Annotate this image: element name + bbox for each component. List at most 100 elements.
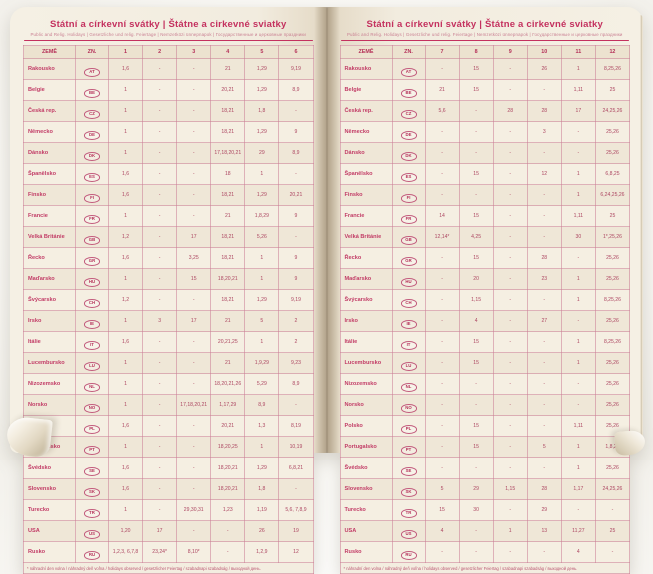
holiday-dates-cell: 15	[458, 163, 494, 186]
country-code-badge: FI	[400, 194, 417, 203]
country-name: Rakousko	[23, 58, 76, 81]
holiday-dates-cell: 1	[107, 352, 144, 375]
holiday-dates-cell: 18,21	[210, 100, 246, 123]
holiday-dates-cell: 1	[560, 457, 596, 480]
holiday-dates-cell: 8,9	[244, 394, 280, 417]
country-row: USA US 4-1 13 11,27 25	[339, 520, 631, 543]
holiday-dates-cell: -	[526, 394, 562, 417]
holiday-dates-cell: 18,20,21,26	[210, 373, 246, 396]
country-code-cell: HU	[391, 268, 426, 291]
country-code-badge: US	[84, 530, 100, 539]
country-code-cell: TR	[75, 499, 109, 522]
country-name: Norsko	[23, 394, 76, 417]
holiday-dates-cell: -	[492, 541, 528, 564]
holiday-dates-cell: 1	[244, 436, 280, 459]
country-code-cell: RU	[391, 541, 426, 564]
country-code-badge: ES	[400, 173, 417, 182]
column-header: ZEMĚ	[23, 45, 76, 60]
country-code-cell: IE	[75, 310, 109, 333]
country-name: Belgie	[23, 79, 76, 102]
holiday-dates-cell: 12	[278, 541, 314, 564]
country-name: Rusko	[339, 541, 393, 564]
country-name: Polsko	[339, 415, 393, 438]
holiday-dates-cell: 5,26	[244, 226, 280, 249]
left-page: Státní a církevní svátky | Štátne a cirk…	[5, 7, 327, 574]
country-name: Nizozemsko	[339, 373, 393, 396]
holiday-dates-cell: 15	[424, 499, 460, 522]
holiday-dates-cell: -	[492, 184, 528, 207]
holiday-dates-cell: 25	[594, 205, 631, 228]
country-name: Turecko	[339, 499, 393, 522]
country-name: Španělsko	[339, 163, 393, 186]
country-code-cell: BE	[391, 79, 426, 102]
country-name: Francie	[23, 205, 76, 228]
country-row: Řecko GR -15-28-25,26	[339, 247, 631, 270]
country-name: Velká Británie	[23, 226, 76, 249]
country-code-badge: IE	[84, 320, 100, 329]
holiday-dates-cell: -	[142, 163, 178, 186]
holiday-dates-cell: -	[142, 247, 178, 270]
country-row: Španělsko ES 1,6- -18 1-	[23, 163, 314, 186]
country-row: Norsko NO 1-17,18,20,21 1,17,29 8,9-	[23, 394, 314, 417]
country-name: Švýcarsko	[339, 289, 393, 312]
observed-holiday-footnote: * náhradní den volna / náhradný deň voľn…	[23, 562, 314, 574]
country-code-cell: PT	[75, 436, 109, 459]
country-code-badge: PT	[400, 446, 417, 455]
holiday-dates-cell: 1,2	[107, 226, 144, 249]
holiday-dates-cell: -	[278, 394, 314, 417]
country-code-cell: GB	[391, 226, 426, 249]
holiday-dates-cell: -	[424, 247, 460, 270]
country-code-badge: CZ	[84, 110, 100, 119]
country-row: Turecko TR 15 30-29- -	[339, 499, 631, 522]
holiday-dates-cell: 9	[278, 205, 314, 228]
country-name: Švédsko	[23, 457, 76, 480]
holiday-dates-cell: 1,8	[244, 100, 280, 123]
country-code-badge: SE	[400, 467, 417, 476]
holiday-dates-cell: 17,18,20,21	[176, 394, 212, 417]
holiday-dates-cell: -	[176, 163, 212, 186]
holiday-dates-cell: 4	[560, 541, 596, 564]
holiday-dates-cell: 1	[107, 310, 144, 333]
country-code-badge: NO	[84, 404, 100, 413]
country-code-cell: GB	[75, 226, 109, 249]
country-code-cell: CZ	[75, 100, 109, 123]
holiday-dates-cell: -	[176, 373, 212, 396]
country-code-cell: NL	[391, 373, 426, 396]
holiday-dates-cell: -	[424, 184, 460, 207]
holiday-dates-cell: -	[560, 310, 596, 333]
holiday-dates-cell: 1,8	[244, 478, 280, 501]
country-code-cell: DE	[75, 121, 109, 144]
holiday-dates-cell: -	[560, 394, 596, 417]
holiday-dates-cell: 1	[107, 100, 144, 123]
holiday-dates-cell: 1	[560, 58, 596, 81]
country-code-cell: DK	[75, 142, 109, 165]
column-header: 8	[458, 45, 494, 60]
holiday-dates-cell: -	[176, 79, 212, 102]
holiday-dates-cell: 29	[458, 478, 494, 501]
holiday-dates-cell: 5,6	[424, 100, 460, 123]
title-rule	[340, 39, 629, 42]
holiday-dates-cell: 1,11	[560, 205, 596, 228]
holiday-dates-cell: -	[424, 268, 460, 291]
holiday-dates-cell: -	[142, 268, 178, 291]
holiday-dates-cell: -	[424, 289, 460, 312]
holiday-dates-cell: 23	[526, 268, 562, 291]
holiday-dates-cell: 25,26	[594, 373, 631, 396]
country-code-badge: FR	[84, 215, 100, 224]
holiday-dates-cell: -	[176, 205, 212, 228]
holiday-dates-cell: 1	[560, 331, 596, 354]
country-name: Slovensko	[339, 478, 393, 501]
column-header: 11	[560, 45, 596, 60]
holiday-dates-cell: -	[424, 163, 460, 186]
country-code-cell: DE	[391, 121, 426, 144]
country-row: Řecko GR 1,6-3,25 18,21 1 9	[23, 247, 314, 270]
holiday-dates-cell: 1,29	[244, 457, 280, 480]
holiday-dates-cell: 8,10*	[176, 541, 212, 564]
country-code-cell: AT	[75, 58, 109, 81]
country-code-cell: CZ	[391, 100, 426, 123]
country-row: Lucembursko LU 1- -21 1,9,29 9,23	[23, 352, 314, 375]
holiday-dates-cell: 18,21	[210, 289, 246, 312]
holiday-dates-cell: 1	[244, 163, 280, 186]
holiday-dates-cell: 25,26	[594, 121, 631, 144]
